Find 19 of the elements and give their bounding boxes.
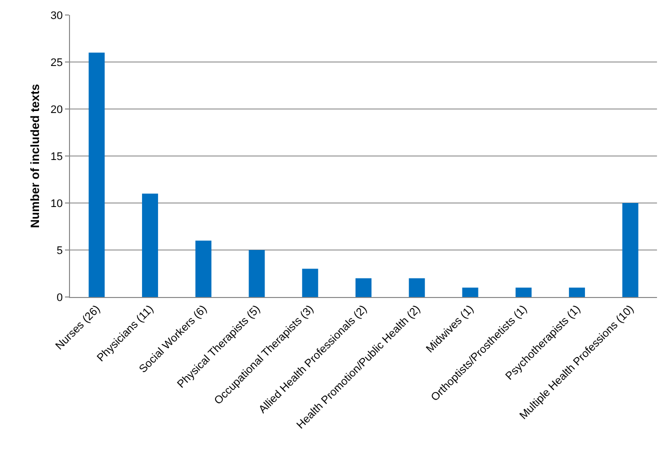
bar <box>408 278 425 297</box>
bar <box>568 288 585 297</box>
bar <box>302 268 318 297</box>
y-tick-label: 10 <box>50 198 63 210</box>
bar <box>195 240 212 297</box>
y-tick-label: 5 <box>56 244 63 257</box>
y-axis-title: Number of included texts <box>28 84 42 228</box>
bar <box>142 194 158 297</box>
bar <box>356 278 372 297</box>
bar <box>622 203 638 297</box>
y-tick-label: 30 <box>50 10 63 22</box>
y-tick-label: 15 <box>50 150 63 163</box>
y-tick-label: 25 <box>50 56 63 69</box>
bar <box>88 52 105 297</box>
y-tick-label: 20 <box>50 104 63 116</box>
bar <box>516 288 532 297</box>
bar <box>462 288 478 297</box>
bar <box>248 250 265 297</box>
y-tick-label: 0 <box>56 292 63 304</box>
